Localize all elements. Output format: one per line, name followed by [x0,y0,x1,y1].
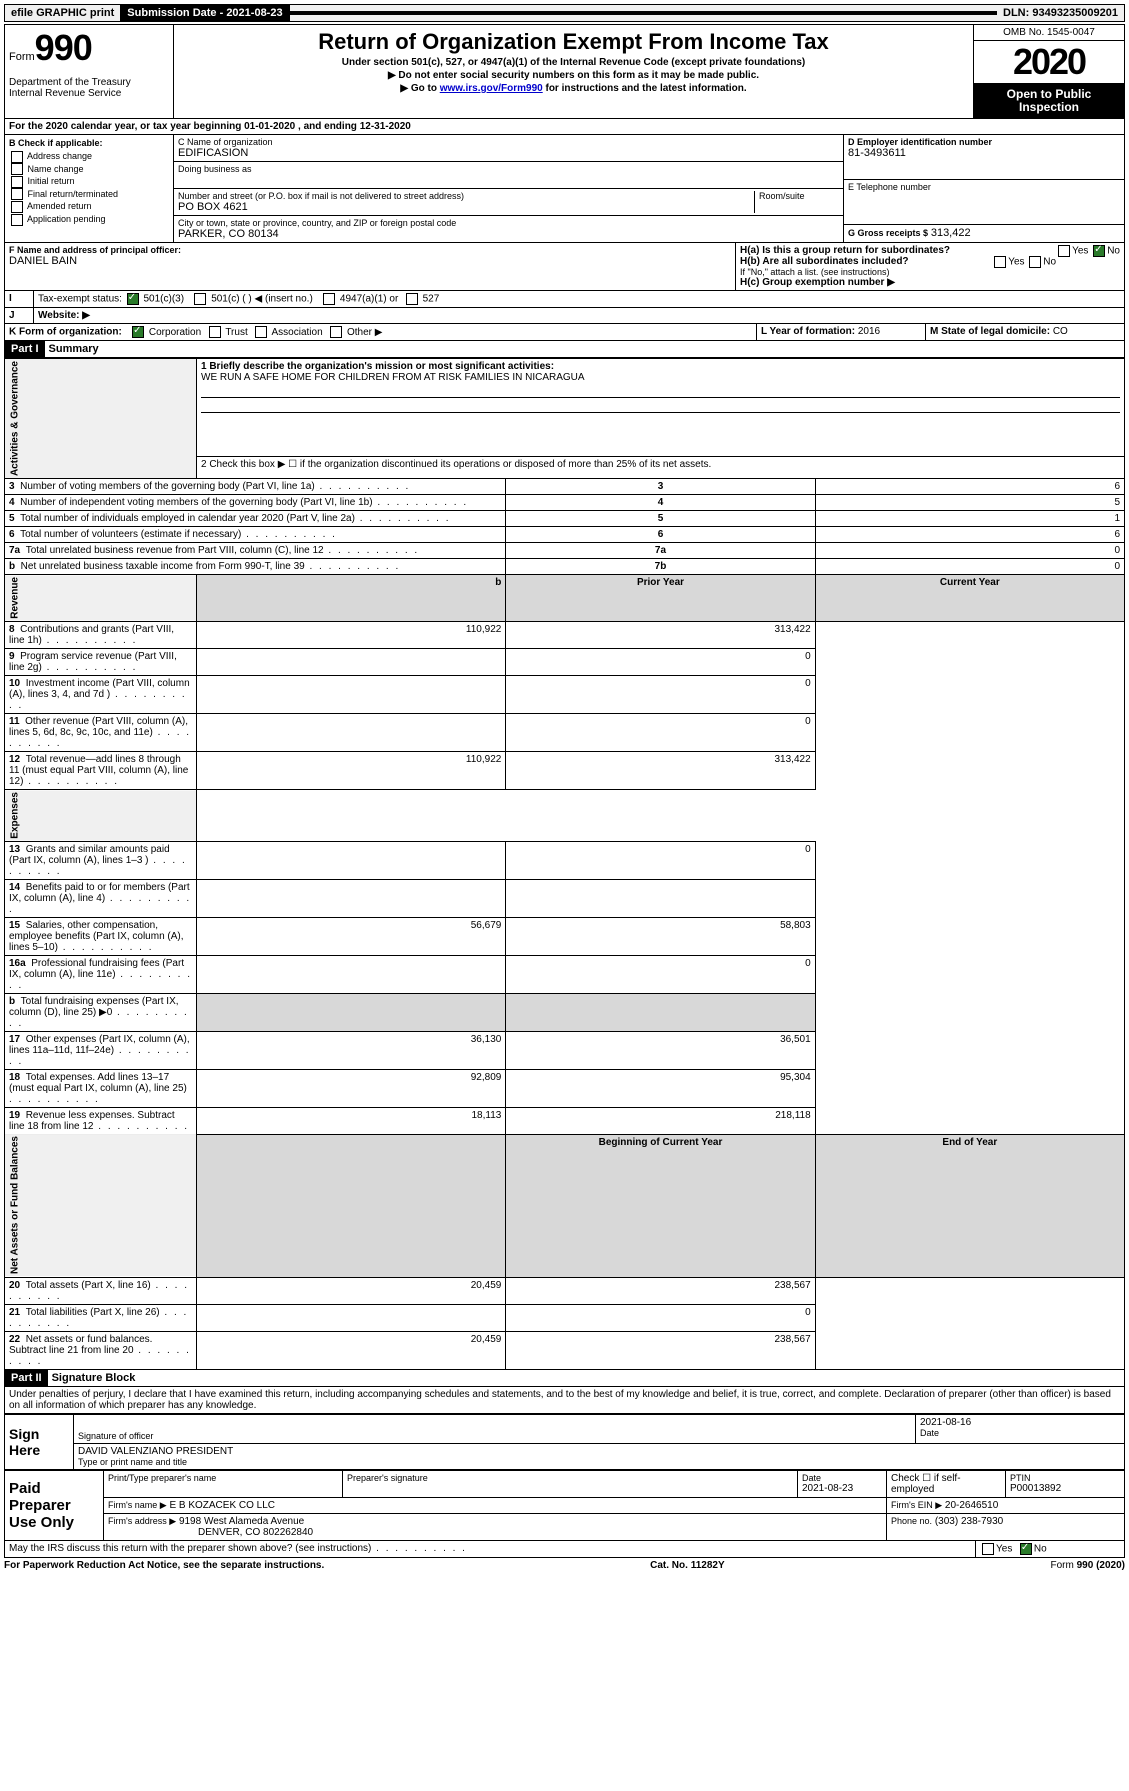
ein-value: 81-3493611 [848,147,1120,159]
line-b: b Net unrelated business taxable income … [5,559,1125,575]
vlabel-expenses: Expenses [5,790,197,842]
part-1-header: Part I Summary [4,341,1125,358]
subtitle-3: ▶ Go to www.irs.gov/Form990 for instruct… [178,83,969,94]
discuss-row: May the IRS discuss this return with the… [4,1541,1125,1558]
department: Department of the Treasury Internal Reve… [9,77,169,99]
check-if-applicable: B Check if applicable: Address change Na… [5,135,174,242]
form-number: Form990 [9,27,169,69]
line-3: 3 Number of voting members of the govern… [5,479,1125,495]
line-8: 8 Contributions and grants (Part VIII, l… [5,622,1125,649]
submission-date: Submission Date - 2021-08-23 [121,5,289,21]
check-initial-return[interactable] [11,176,23,188]
line-15: 15 Salaries, other compensation, employe… [5,917,1125,955]
h-a: H(a) Is this a group return for subordin… [740,245,1120,256]
h-b-note: If "No," attach a list. (see instruction… [740,267,1120,277]
check-corporation[interactable] [132,326,144,338]
line-21: 21 Total liabilities (Part X, line 26) 0 [5,1304,1125,1331]
h-b: H(b) Are all subordinates included? Yes … [740,256,1120,267]
sign-here-table: Sign Here Signature of officer 2021-08-1… [4,1414,1125,1470]
line-22: 22 Net assets or fund balances. Subtract… [5,1331,1125,1369]
line-b: b Total fundraising expenses (Part IX, c… [5,993,1125,1031]
line-6: 6 Total number of volunteers (estimate i… [5,527,1125,543]
spacer [290,11,997,15]
tax-year: 2020 [974,41,1124,84]
org-name-label: C Name of organization [178,137,839,147]
form-title: Return of Organization Exempt From Incom… [178,29,969,55]
street-address: PO BOX 4621 [178,201,754,213]
omb-number: OMB No. 1545-0047 [974,25,1124,41]
officer-label: F Name and address of principal officer: [9,245,731,255]
paid-preparer-table: Paid Preparer Use Only Print/Type prepar… [4,1470,1125,1541]
officer-name-title: DAVID VALENZIANO PRESIDENT [78,1446,1120,1457]
check-application-pending[interactable] [11,214,23,226]
h-c: H(c) Group exemption number ▶ [740,277,1120,288]
part-1-table: Activities & Governance 1 Briefly descri… [4,358,1125,1369]
city-label: City or town, state or province, country… [178,218,839,228]
org-name: EDIFICASION [178,147,839,159]
city-state-zip: PARKER, CO 80134 [178,228,839,240]
mission-text: WE RUN A SAFE HOME FOR CHILDREN FROM AT … [201,372,585,383]
check-name-change[interactable] [11,163,23,175]
check-527[interactable] [406,293,418,305]
dba-label: Doing business as [178,164,839,174]
check-trust[interactable] [209,326,221,338]
entity-block: B Check if applicable: Address change Na… [4,135,1125,243]
check-amended-return[interactable] [11,201,23,213]
line-10: 10 Investment income (Part VIII, column … [5,676,1125,714]
check-other-[interactable] [330,326,342,338]
form-header: Form990 Department of the Treasury Inter… [4,24,1125,119]
line-2: 2 Check this box ▶ ☐ if the organization… [197,457,1125,479]
line-17: 17 Other expenses (Part IX, column (A), … [5,1031,1125,1069]
gross-receipts-value: 313,422 [931,227,971,239]
dln: DLN: 93493235009201 [997,5,1124,21]
tax-exempt-row: I Tax-exempt status: 501(c)(3) 501(c) ( … [4,291,1125,308]
street-label: Number and street (or P.O. box if mail i… [178,191,754,201]
vlabel-net: Net Assets or Fund Balances [5,1134,197,1277]
line-5: 5 Total number of individuals employed i… [5,511,1125,527]
line-19: 19 Revenue less expenses. Subtract line … [5,1107,1125,1134]
check-4947[interactable] [323,293,335,305]
line-11: 11 Other revenue (Part VIII, column (A),… [5,714,1125,752]
open-to-public: Open to Public Inspection [974,84,1124,118]
check-final-return-terminated[interactable] [11,188,23,200]
line-12: 12 Total revenue—add lines 8 through 11 … [5,752,1125,790]
instructions-link[interactable]: www.irs.gov/Form990 [440,83,543,94]
vlabel-revenue: Revenue [5,575,197,622]
website-row: J Website: ▶ [4,308,1125,324]
perjury-statement: Under penalties of perjury, I declare th… [4,1387,1125,1414]
line-7a: 7a Total unrelated business revenue from… [5,543,1125,559]
officer-group-block: F Name and address of principal officer:… [4,243,1125,291]
phone-label: E Telephone number [848,182,1120,192]
top-bar: efile GRAPHIC print Submission Date - 20… [4,4,1125,22]
period-row: For the 2020 calendar year, or tax year … [4,119,1125,135]
room-label: Room/suite [759,191,839,201]
line-18: 18 Total expenses. Add lines 13–17 (must… [5,1069,1125,1107]
check-address-change[interactable] [11,151,23,163]
efile-link[interactable]: efile GRAPHIC print [5,5,121,21]
subtitle-2: ▶ Do not enter social security numbers o… [178,70,969,81]
part-2-header: Part II Signature Block [4,1370,1125,1387]
line-14: 14 Benefits paid to or for members (Part… [5,879,1125,917]
line-13: 13 Grants and similar amounts paid (Part… [5,841,1125,879]
vlabel-governance: Activities & Governance [5,359,197,479]
check-501c3[interactable] [127,293,139,305]
line-4: 4 Number of independent voting members o… [5,495,1125,511]
line-16a: 16a Professional fundraising fees (Part … [5,955,1125,993]
officer-value: DANIEL BAIN [9,255,731,267]
ein-label: D Employer identification number [848,137,1120,147]
line-9: 9 Program service revenue (Part VIII, li… [5,649,1125,676]
line-20: 20 Total assets (Part X, line 16) 20,459… [5,1277,1125,1304]
form-org-row: K Form of organization: Corporation Trus… [4,324,1125,341]
check-association[interactable] [255,326,267,338]
check-501c[interactable] [194,293,206,305]
footer: For Paperwork Reduction Act Notice, see … [4,1558,1125,1573]
subtitle-1: Under section 501(c), 527, or 4947(a)(1)… [178,57,969,68]
gross-receipts-label: G Gross receipts $ [848,228,928,238]
